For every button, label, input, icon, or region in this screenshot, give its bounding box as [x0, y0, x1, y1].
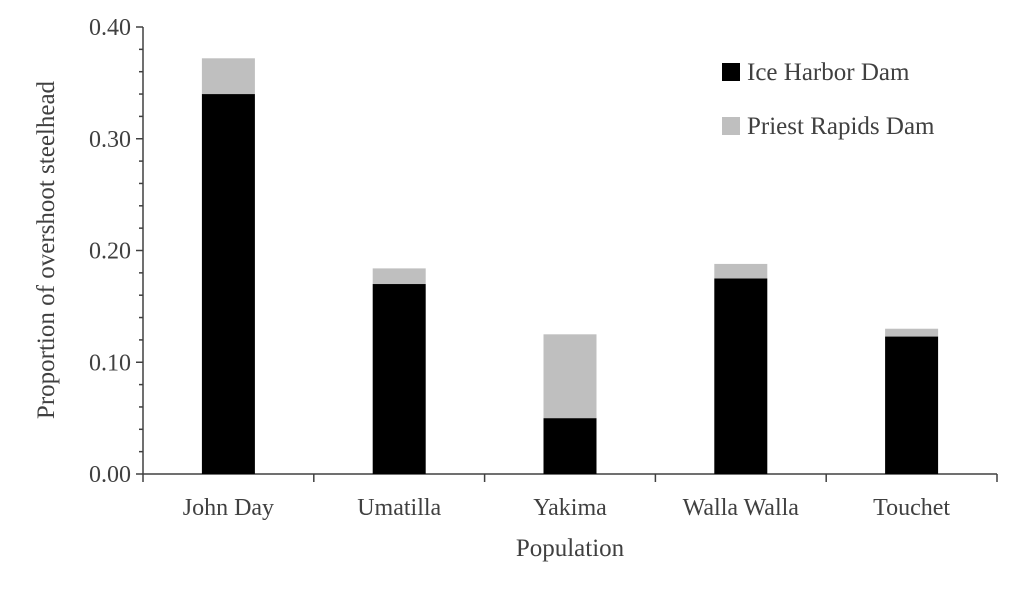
y-tick-label: 0.10 [89, 350, 131, 376]
x-ticks: John Day Umatilla Yakima Walla Walla Touchet [142, 474, 998, 521]
bar-segment-priest-rapids [372, 268, 426, 285]
x-tick-label: John Day [183, 495, 274, 521]
bar-segment-priest-rapids [885, 328, 939, 337]
y-tick-label: 0.40 [89, 15, 131, 41]
y-ticks: 0.00 0.10 0.20 0.30 0.40 [89, 15, 143, 488]
legend-label: Ice Harbor Dam [747, 59, 910, 86]
x-tick-label: Walla Walla [683, 495, 800, 521]
plot-area: 0.00 0.10 0.20 0.30 0.40 John Day Umatilla Yak… [89, 15, 998, 521]
bar-segment-ice-harbor [372, 284, 426, 474]
y-tick-label: 0.30 [89, 127, 131, 153]
bar-segment-ice-harbor [543, 418, 597, 474]
legend-swatch [722, 63, 740, 81]
bar-segment-priest-rapids [201, 58, 255, 95]
y-axis-title: Proportion of overshoot steelhead [33, 80, 60, 419]
legend-swatch [722, 117, 740, 135]
y-tick-label: 0.00 [89, 462, 131, 488]
y-tick-label: 0.20 [89, 239, 131, 265]
bar-segment-priest-rapids [543, 334, 597, 419]
bars [201, 58, 939, 475]
x-tick-label: Touchet [873, 495, 950, 521]
x-tick-label: Yakima [533, 495, 607, 521]
legend-label: Priest Rapids Dam [747, 113, 935, 140]
bar-segment-ice-harbor [201, 94, 255, 475]
bar-segment-ice-harbor [885, 336, 939, 474]
legend: Ice Harbor Dam Priest Rapids Dam [722, 59, 935, 140]
x-tick-label: Umatilla [357, 495, 441, 521]
bar-segment-priest-rapids [714, 263, 768, 279]
bar-segment-ice-harbor [714, 278, 768, 474]
x-axis-title: Population [516, 535, 625, 562]
